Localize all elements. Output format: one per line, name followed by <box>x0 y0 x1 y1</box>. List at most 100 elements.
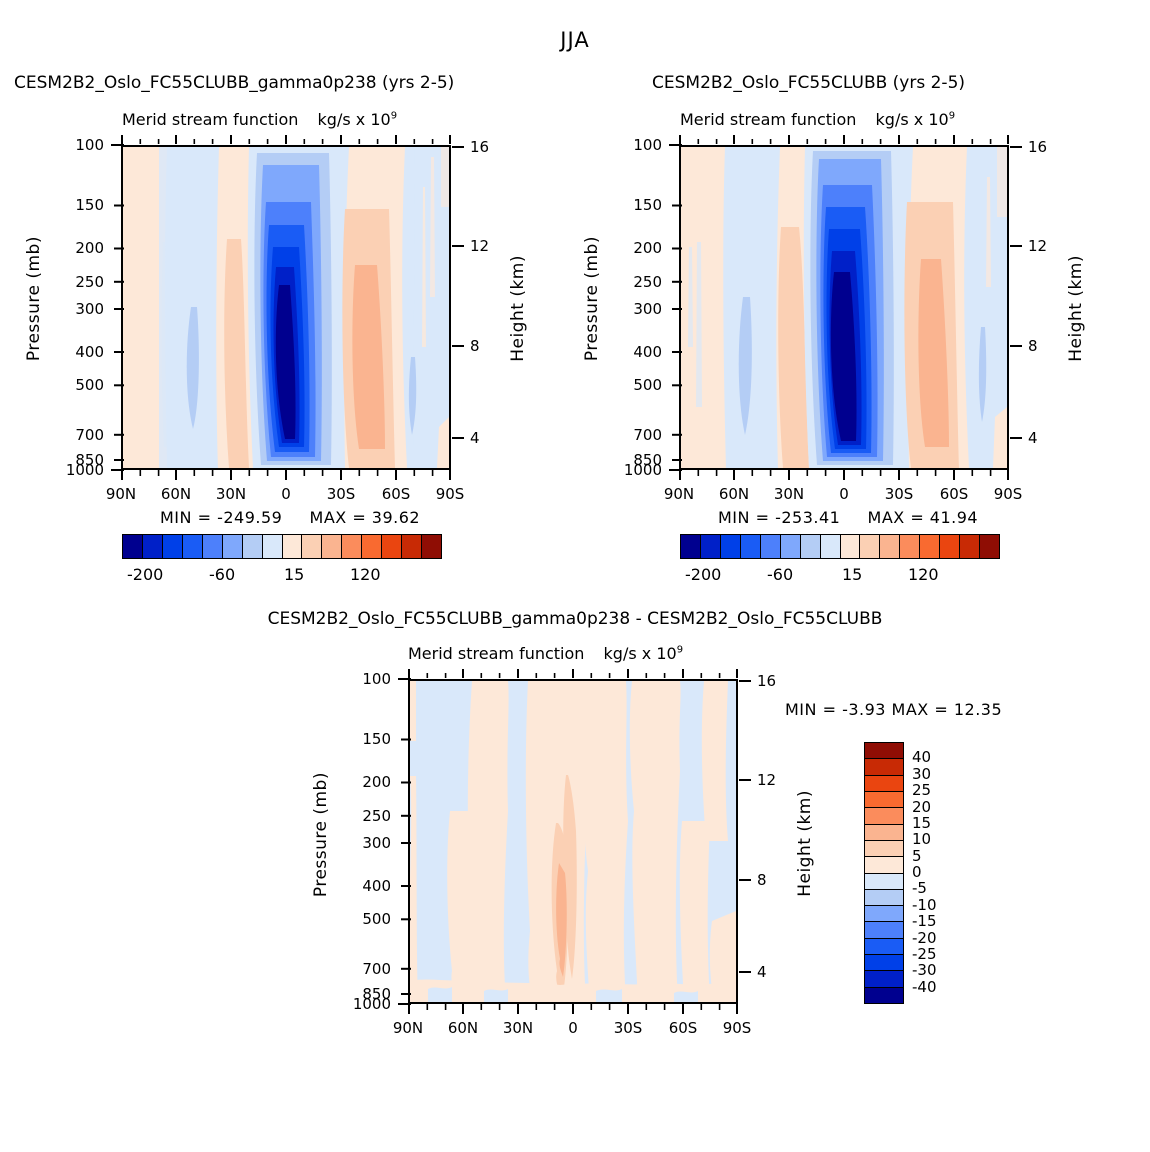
var-title-top-left: Merid stream function kg/s x 109 <box>122 110 397 129</box>
vertical-colorbar[interactable] <box>864 742 904 1004</box>
vertical-colorbar-label: 15 <box>912 813 932 832</box>
ytick-tr-5: 400 <box>633 343 662 361</box>
xtick-b-1: 60N <box>447 1019 479 1037</box>
var-units-tl: kg/s x 10 <box>317 110 391 129</box>
xaxis-ticks-bottom-top <box>408 669 738 678</box>
colorbar-top-right[interactable] <box>680 534 1000 559</box>
vertical-colorbar-label: 25 <box>912 781 932 800</box>
ytick-tr-6: 500 <box>633 376 662 394</box>
minmax-top-left: MIN = -249.59 MAX = 39.62 <box>160 508 420 527</box>
xaxis-ticks-top-left <box>121 135 451 144</box>
xaxis-ticks-bottom-top-left <box>121 470 451 480</box>
colorbar-segment <box>182 535 203 558</box>
vertical-colorbar-label: -25 <box>912 944 937 963</box>
vertical-colorbar-label: 0 <box>912 863 922 881</box>
colorbar-segment <box>980 535 999 558</box>
xtick-tl-2: 30N <box>215 485 247 503</box>
y2tick-tr-0: 16 <box>1028 138 1048 156</box>
vertical-colorbar-segment <box>865 906 903 923</box>
xtick-tr-5: 60S <box>939 485 969 503</box>
colorbar-segment <box>402 535 423 558</box>
colorbar-segment <box>262 535 283 558</box>
y2tick-b-1: 12 <box>757 771 777 789</box>
vertical-colorbar-segment <box>865 971 903 988</box>
ytick-tl-3: 250 <box>75 273 104 291</box>
var-units-exp-tl: 9 <box>390 110 398 122</box>
vertical-colorbar-segment <box>865 987 903 1003</box>
xtick-tr-0: 90N <box>663 485 695 503</box>
ytick-b-1: 150 <box>362 730 391 748</box>
y2axis-ticks-bottom <box>739 680 751 973</box>
colorbar-segment <box>860 535 881 558</box>
ytick-tr-2: 200 <box>633 239 662 257</box>
vertical-colorbar-label: -30 <box>912 961 937 980</box>
yaxis-ticks-top-left <box>111 144 124 471</box>
xtick-tl-0: 90N <box>105 485 137 503</box>
contour-field-top-left <box>123 147 449 468</box>
xtick-tl-6: 90S <box>435 485 465 503</box>
cbar-tl-label-1: -60 <box>209 565 236 584</box>
colorbar-segment <box>720 535 741 558</box>
colorbar-top-left[interactable] <box>122 534 442 559</box>
xtick-b-3: 0 <box>568 1019 578 1037</box>
contour-field-bottom <box>410 681 736 1002</box>
ytick-tl-0: 100 <box>75 136 104 154</box>
vertical-colorbar-label: 20 <box>912 797 932 816</box>
var-title-text-tr: Merid stream function <box>680 110 857 129</box>
y2label-bottom: Height (km) <box>795 790 815 897</box>
cbar-tr-label-3: 120 <box>908 565 939 584</box>
colorbar-segment <box>940 535 961 558</box>
ytick-tr-4: 300 <box>633 300 662 318</box>
vertical-colorbar-label: 30 <box>912 764 932 783</box>
xtick-b-5: 60S <box>668 1019 698 1037</box>
y2tick-tr-1: 12 <box>1028 237 1048 255</box>
var-units-tr: kg/s x 10 <box>875 110 949 129</box>
y2tick-b-2: 8 <box>757 871 767 889</box>
colorbar-segment <box>840 535 861 558</box>
colorbar-segment <box>820 535 841 558</box>
ytick-b-0: 100 <box>362 670 391 688</box>
colorbar-segment <box>960 535 981 558</box>
ytick-tl-2: 200 <box>75 239 104 257</box>
cbar-tr-label-1: -60 <box>767 565 794 584</box>
vertical-colorbar-label: 10 <box>912 830 932 849</box>
y2tick-tl-0: 16 <box>470 138 490 156</box>
y2tick-b-3: 4 <box>757 963 767 981</box>
var-title-text-b: Merid stream function <box>408 644 585 663</box>
ytick-tl-5: 400 <box>75 343 104 361</box>
xaxis-ticks-bottom-bottom <box>408 1004 738 1014</box>
xtick-b-4: 30S <box>613 1019 643 1037</box>
colorbar-segment <box>920 535 941 558</box>
y2tick-tr-3: 4 <box>1028 429 1038 447</box>
plot-area-bottom <box>408 679 738 1004</box>
season-title: JJA <box>560 28 590 52</box>
colorbar-segment <box>780 535 801 558</box>
plot-area-top-left <box>121 145 451 470</box>
vertical-colorbar-segment <box>865 791 903 809</box>
colorbar-segment <box>900 535 921 558</box>
colorbar-segment <box>123 535 143 558</box>
var-units-exp-tr: 9 <box>948 110 956 122</box>
colorbar-labels-top-left: -200 -60 15 120 <box>122 565 442 589</box>
y2label-top-right: Height (km) <box>1066 255 1086 362</box>
ytick-tl-6: 500 <box>75 376 104 394</box>
y2tick-b-0: 16 <box>757 672 777 690</box>
var-title-text-tl: Merid stream function <box>122 110 299 129</box>
ytick-b-7: 700 <box>362 960 391 978</box>
colorbar-segment <box>880 535 901 558</box>
vertical-colorbar-segment <box>865 938 903 956</box>
cbar-tr-label-0: -200 <box>685 565 722 584</box>
cbar-tl-label-0: -200 <box>127 565 164 584</box>
colorbar-segment <box>760 535 781 558</box>
colorbar-segment <box>382 535 403 558</box>
vertical-colorbar-label: -20 <box>912 928 937 947</box>
vertical-colorbar-labels: 40 30 25 20 15 10 5 0 -5 -10 -15 -20 -25 -30 -40 <box>908 742 968 1004</box>
vertical-colorbar-segment <box>865 775 903 792</box>
vertical-colorbar-label: 5 <box>912 846 922 865</box>
vertical-colorbar-segment <box>865 808 903 825</box>
xaxis-ticks-top-right <box>679 135 1009 144</box>
xtick-tl-5: 60S <box>381 485 411 503</box>
cbar-tr-label-2: 15 <box>842 565 863 584</box>
contour-field-top-right <box>681 147 1007 468</box>
colorbar-segment <box>202 535 223 558</box>
